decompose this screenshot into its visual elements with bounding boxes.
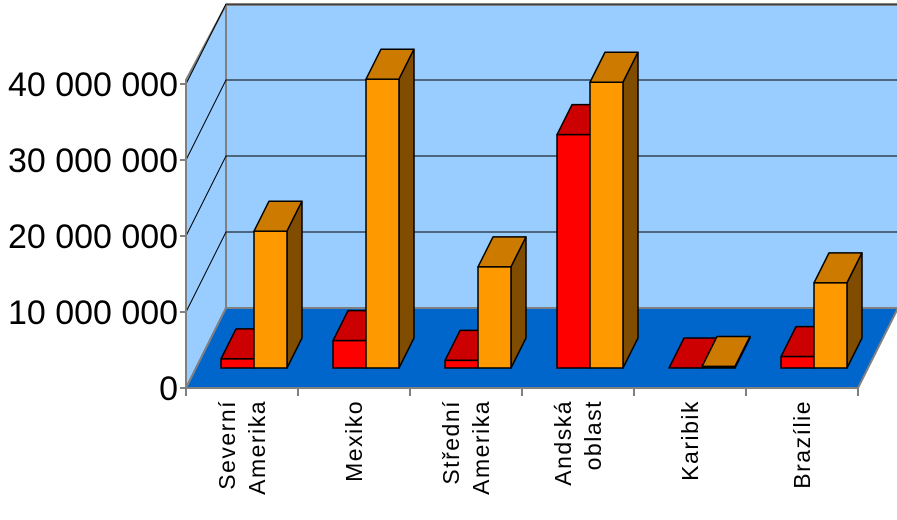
bar: [477, 236, 527, 369]
x-tick-label: Karibik: [677, 400, 703, 481]
y-tick-label: 10 000 000: [8, 294, 178, 332]
x-tick-label: Amerika: [468, 400, 494, 495]
y-tick-labels: 0 10 000 000 20 000 000 30 000 000 40 000 00…: [8, 66, 178, 408]
bar-front: [813, 282, 848, 369]
bar-front: [365, 78, 400, 369]
x-tick-label: Andská: [550, 400, 576, 486]
bars: [220, 48, 863, 369]
bar-side: [286, 200, 303, 369]
gridline: [185, 155, 897, 237]
bar-front: [477, 266, 512, 369]
bar-front: [589, 81, 624, 369]
bar-side: [398, 48, 415, 369]
gridlines: [185, 3, 897, 313]
y-tick-label: 20 000 000: [8, 218, 178, 256]
bar: [813, 252, 863, 369]
bar: [589, 51, 639, 369]
bar-side: [622, 51, 639, 369]
x-tick-label: Střední: [438, 400, 464, 485]
y-tick-label: 30 000 000: [8, 142, 178, 180]
gridline: [185, 79, 897, 161]
gridline: [185, 3, 897, 85]
x-tick-label: Brazílie: [789, 400, 815, 489]
axes: [180, 80, 859, 396]
x-tick-labels: Severní Amerika Mexiko Střední Amerika Andská…: [214, 400, 815, 495]
bar-front: [444, 359, 479, 369]
y-tick-label: 40 000 000: [8, 66, 178, 104]
bar-front: [220, 358, 255, 369]
gridline: [185, 231, 897, 313]
bar-front: [701, 365, 736, 369]
y-tick-label: 0: [159, 370, 178, 408]
bar-front: [253, 230, 288, 369]
bar-front: [780, 355, 815, 369]
x-tick-label: Amerika: [244, 400, 270, 495]
bar: [701, 335, 751, 369]
x-tick-label: Severní: [214, 400, 240, 490]
bar: [253, 200, 303, 369]
x-tick-label: oblast: [580, 400, 606, 470]
x-tick-label: Mexiko: [341, 400, 367, 482]
bar-front: [556, 133, 591, 369]
bar-front: [332, 339, 367, 369]
bar: [365, 48, 415, 369]
